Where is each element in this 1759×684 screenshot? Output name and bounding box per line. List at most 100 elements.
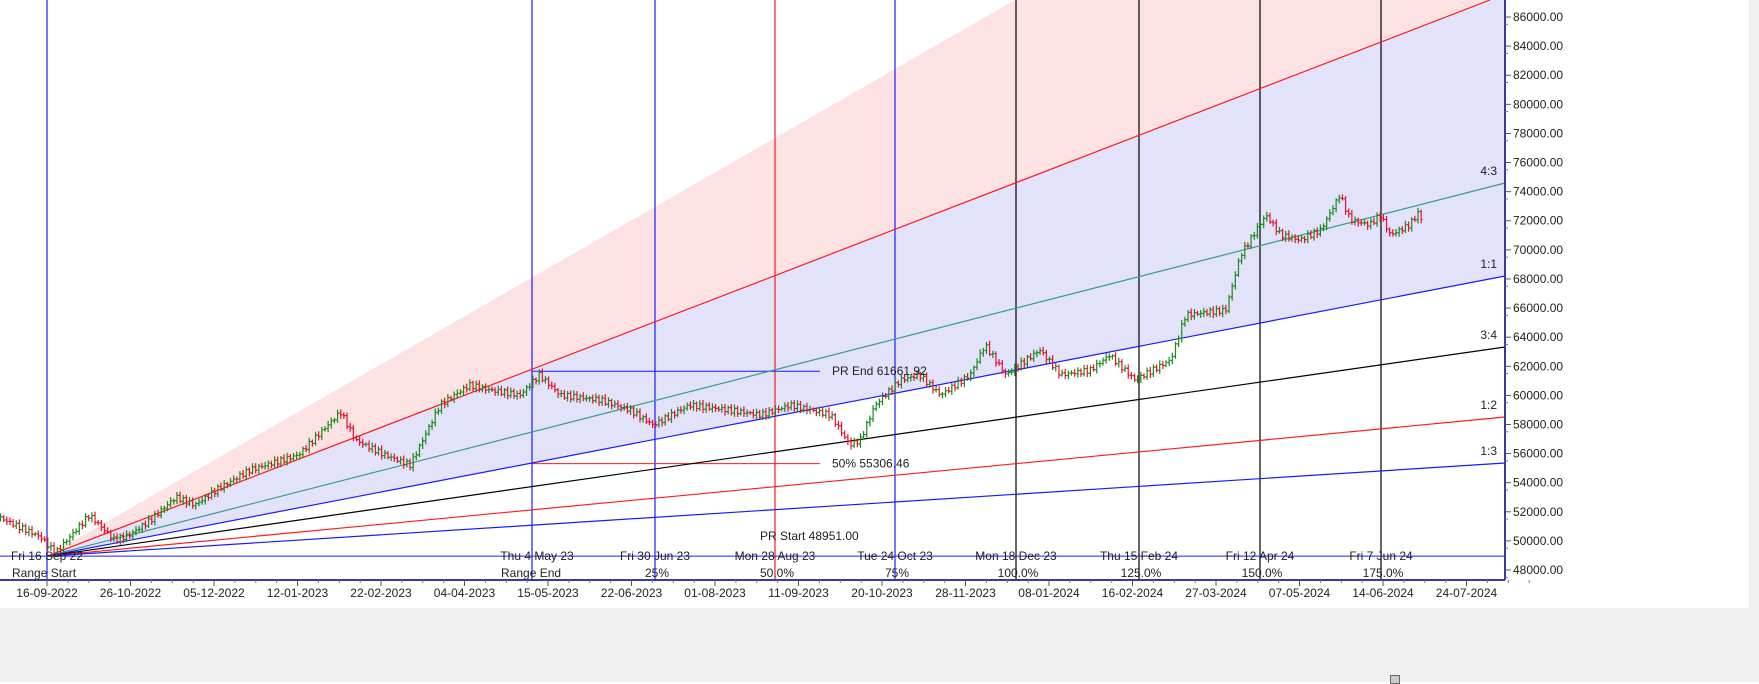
fan-ratio-label: 1:1: [1480, 257, 1497, 271]
price-bar: [225, 481, 229, 489]
price-bar: [1133, 373, 1137, 382]
price-bar: [339, 409, 343, 419]
price-bar: [143, 520, 147, 530]
price-bar: [751, 409, 755, 419]
price-bar: [1419, 209, 1423, 224]
price-bar: [852, 437, 856, 448]
price-bar: [307, 437, 311, 454]
price-bar: [112, 533, 116, 542]
price-bar: [972, 365, 976, 377]
time-cycle-date: Fri 7 Jun 24: [1349, 549, 1413, 563]
price-bar: [216, 484, 220, 498]
price-bar: [440, 399, 444, 414]
price-bar: [125, 530, 129, 543]
price-bar: [1010, 368, 1014, 376]
price-bar: [1381, 214, 1385, 222]
price-bar: [39, 531, 43, 543]
price-bar: [1177, 335, 1181, 348]
price-bar: [323, 426, 327, 432]
price-bar: [1403, 220, 1407, 233]
price-bar: [824, 408, 828, 419]
price-bar: [1032, 349, 1036, 362]
price-bar: [102, 523, 106, 535]
price-bar: [588, 395, 592, 403]
price-bar: [755, 408, 759, 420]
price-bar: [928, 379, 932, 388]
price-bar: [969, 369, 973, 382]
y-tick-label: 56000.00: [1513, 447, 1563, 461]
price-bar: [909, 374, 913, 382]
price-bar: [512, 388, 516, 399]
price-bar: [641, 414, 645, 423]
price-bar: [1158, 360, 1162, 375]
price-bar: [1107, 353, 1111, 361]
price-bar: [380, 445, 384, 460]
price-bar: [395, 456, 399, 464]
price-bar: [121, 532, 125, 544]
price-bar: [1262, 215, 1266, 229]
price-bar: [377, 446, 381, 456]
price-bar: [1161, 361, 1165, 370]
price-bar: [1208, 306, 1212, 318]
price-bar: [1202, 307, 1206, 318]
price-bar: [1356, 217, 1360, 227]
price-bar: [540, 368, 544, 383]
price-bar: [165, 501, 169, 512]
price-bar: [474, 380, 478, 393]
y-tick-label: 78000.00: [1513, 126, 1563, 140]
price-bar: [354, 435, 358, 442]
price-bar: [959, 377, 963, 387]
price-bar: [679, 406, 683, 414]
price-bar: [1167, 356, 1171, 366]
price-bar: [1224, 304, 1228, 315]
price-bar: [370, 442, 374, 453]
price-bar: [1366, 220, 1370, 230]
price-bar: [421, 437, 425, 449]
price-bar: [808, 405, 812, 414]
price-bar: [1306, 230, 1310, 244]
price-bar: [994, 351, 998, 367]
price-bar: [849, 437, 853, 450]
price-bar: [707, 402, 711, 411]
price-bar: [496, 385, 500, 396]
price-bar: [899, 374, 903, 389]
price-bar: [855, 438, 859, 448]
price-bar: [1259, 221, 1263, 230]
price-bar: [1252, 232, 1256, 240]
x-tick-label: 24-07-2024: [1436, 586, 1498, 600]
price-bar: [172, 498, 176, 505]
price-bar: [427, 423, 431, 436]
price-bar: [1277, 227, 1281, 234]
time-cycle-pct: 100.0%: [998, 566, 1039, 580]
price-bar: [966, 372, 970, 381]
price-bar: [30, 525, 34, 538]
price-bar: [528, 383, 532, 391]
price-bar: [732, 404, 736, 417]
price-bar: [8, 517, 12, 526]
price-bar: [2, 515, 6, 522]
price-bar: [984, 341, 988, 354]
price-bar: [134, 526, 138, 536]
price-bar: [1025, 354, 1029, 368]
price-bar: [46, 537, 50, 551]
price-bar: [317, 431, 321, 441]
price-bar: [1218, 306, 1222, 317]
price-bar: [657, 416, 661, 428]
price-bar: [635, 408, 639, 417]
price-bar: [484, 383, 488, 394]
price-bar: [1246, 242, 1250, 249]
price-bar: [647, 417, 651, 426]
price-bar: [578, 393, 582, 404]
price-bar: [720, 403, 724, 413]
price-bar: [1255, 222, 1259, 239]
x-tick-label: 14-06-2024: [1352, 586, 1414, 600]
price-bar: [1041, 346, 1045, 356]
price-bar: [1183, 316, 1187, 327]
price-bar: [1318, 224, 1322, 237]
price-bar: [1205, 309, 1209, 317]
right-scrollbar[interactable]: [1749, 0, 1759, 682]
price-bar: [525, 385, 529, 396]
price-bar: [654, 421, 658, 428]
price-bar: [543, 376, 547, 384]
